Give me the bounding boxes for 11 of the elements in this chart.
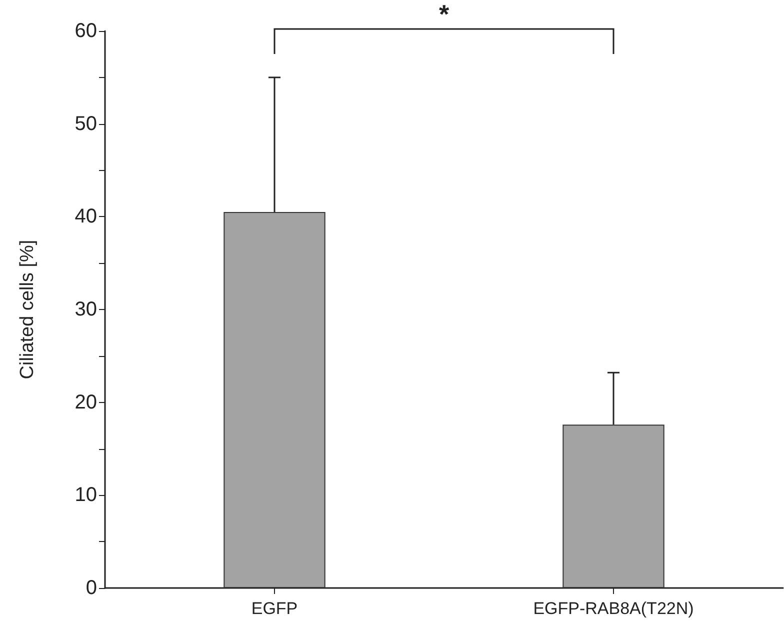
y-tick-label: 20 — [74, 391, 97, 414]
y-tick-label: 40 — [74, 206, 97, 228]
x-tick-label: EGFP — [251, 599, 298, 618]
y-tick-label: 10 — [74, 484, 97, 506]
y-tick-label: 60 — [74, 20, 97, 42]
y-axis-title: Ciliated cells [%] — [17, 240, 38, 380]
text: * — [438, 0, 450, 30]
y-tick-label: 50 — [74, 112, 97, 135]
y-tick-label: 30 — [74, 298, 97, 320]
y-tick-label: 0 — [86, 577, 97, 599]
x-tick-label: EGFP-RAB8A(T22N) — [533, 599, 694, 618]
